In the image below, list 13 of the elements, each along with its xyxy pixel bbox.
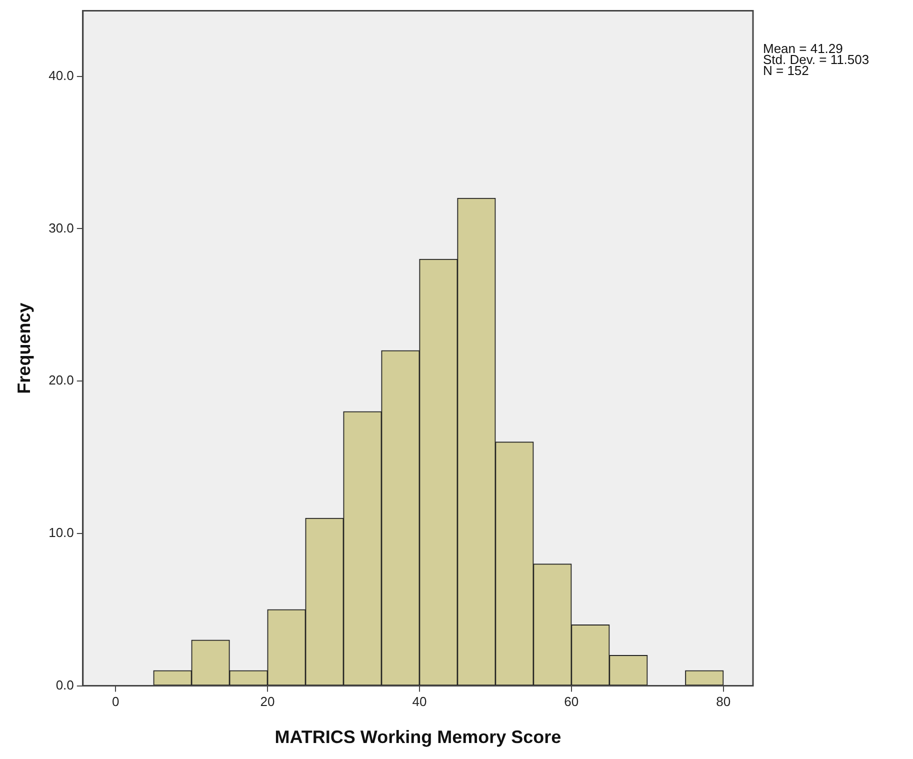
x-tick-label: 80	[716, 694, 731, 710]
x-tick-label: 40	[412, 694, 427, 710]
x-tick-label: 0	[112, 694, 120, 710]
y-tick-label: 40.0	[48, 68, 74, 83]
y-tick-label: 10.0	[48, 525, 74, 540]
y-tick-label: 20.0	[48, 372, 74, 388]
y-tick-label: 0.0	[56, 677, 74, 692]
x-axis-title: MATRICS Working Memory Score	[274, 727, 562, 748]
y-tick-label: 30.0	[48, 220, 74, 236]
y-axis-title: Frequency	[14, 302, 34, 394]
x-tick-label: 60	[564, 694, 579, 710]
x-tick-label: 20	[260, 694, 275, 710]
text: Mean = 41.29	[763, 40, 843, 56]
